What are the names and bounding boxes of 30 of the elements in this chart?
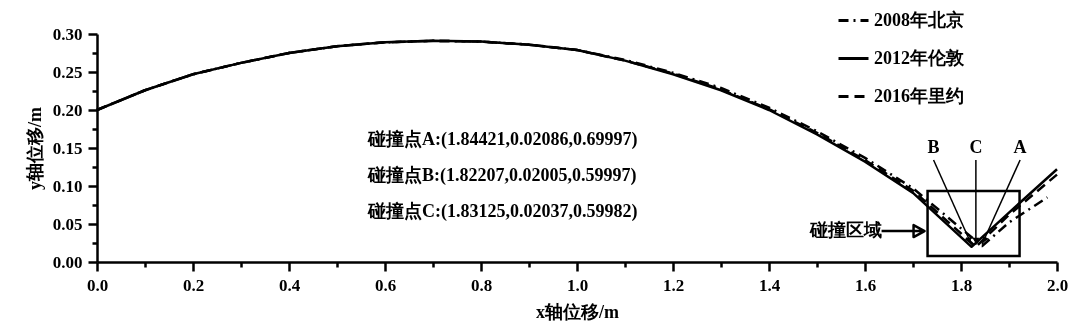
annotation: C: [969, 137, 983, 157]
x-tick-label: 0.2: [182, 275, 205, 295]
y-tick-label: 0.10: [52, 176, 83, 196]
legend-label: 2016年里约: [874, 85, 964, 106]
y-tick-label: 0.05: [52, 214, 83, 234]
legend-label: 2012年伦敦: [874, 47, 965, 68]
x-tick-label: 1.6: [854, 275, 877, 295]
text: 0.0: [86, 275, 109, 295]
y-axis-title: y轴位移/m: [24, 107, 45, 190]
y-tick-label: 0.20: [52, 100, 83, 120]
y-tick-label: 0.00: [52, 252, 83, 272]
annotation: 碰撞区域: [808, 220, 882, 241]
x-tick-label: 1.2: [662, 275, 685, 295]
x-tick-label: 0.8: [470, 275, 493, 295]
x-tick-label: 2.0: [1046, 275, 1069, 295]
y-tick-label: 0.25: [52, 62, 83, 82]
annotation: A: [1013, 137, 1027, 157]
x-tick-label: 0.4: [278, 275, 301, 295]
x-axis-title: x轴位移/m: [536, 301, 619, 322]
y-tick-label: 0.15: [52, 138, 83, 158]
x-tick-label: 1.0: [566, 275, 589, 295]
annotation: 碰撞点C:(1.83125,0.02037,0.59982): [367, 201, 638, 222]
annotation: B: [927, 137, 940, 157]
x-tick-label: 1.8: [950, 275, 973, 295]
y-tick-label: 0.30: [52, 24, 83, 44]
legend-label: 2008年北京: [874, 9, 964, 30]
x-tick-label: 1.4: [758, 275, 781, 295]
annotation: 碰撞点B:(1.82207,0.02005,0.59997): [367, 165, 637, 186]
x-tick-label: 0.6: [374, 275, 397, 295]
annotation: 碰撞点A:(1.84421,0.02086,0.69997): [367, 129, 638, 150]
